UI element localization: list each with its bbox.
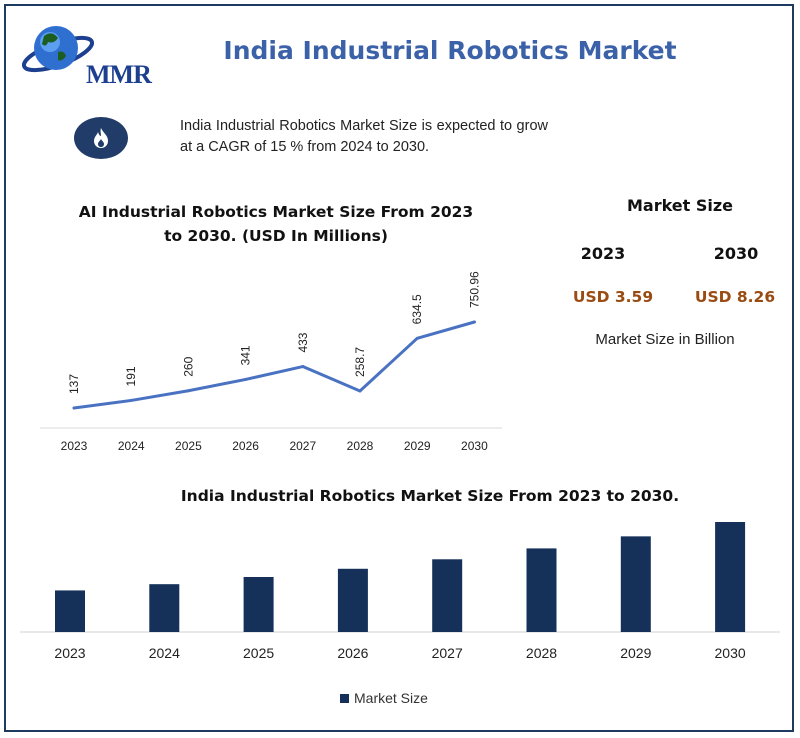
bar [149, 584, 180, 632]
line-point [301, 365, 305, 369]
mmr-logo: MMR [18, 18, 152, 89]
bar [243, 577, 274, 632]
bar-x-tick-label: 2026 [337, 645, 368, 661]
line-x-tick-label: 2024 [118, 439, 145, 453]
fire-badge [74, 117, 128, 159]
bar-x-tick-label: 2030 [715, 645, 746, 661]
bar-x-tick-label: 2028 [526, 645, 557, 661]
line-x-tick-label: 2027 [289, 439, 316, 453]
bar-x-tick-label: 2023 [54, 645, 85, 661]
line-x-tick-label: 2025 [175, 439, 202, 453]
line-data-label: 750.96 [467, 271, 481, 308]
logo-text: MMR [86, 60, 152, 89]
page-title: India Industrial Robotics Market [223, 36, 677, 65]
market-size-value-start: USD 3.59 [572, 288, 654, 306]
legend-label: Market Size [354, 690, 428, 706]
market-size-note: Market Size in Billion [595, 331, 735, 348]
bar-chart: 2023 2024 2025 2026 2027 2028 2029 2030 [20, 522, 780, 661]
market-size-title: Market Size [626, 196, 734, 215]
bar-chart-legend: Market Size [340, 690, 428, 706]
line-x-tick-label: 2026 [232, 439, 259, 453]
bar-x-tick-label: 2024 [149, 645, 180, 661]
line-x-tick-label: 2028 [347, 439, 374, 453]
line-data-label: 433 [296, 332, 310, 352]
bar [55, 590, 85, 632]
market-size-value-end: USD 8.26 [694, 288, 776, 306]
line-point [358, 389, 362, 393]
globe-icon [21, 26, 95, 73]
line-series [72, 320, 476, 410]
page-frame [4, 4, 794, 732]
line-data-label: 258.7 [353, 347, 367, 377]
market-size-year-end: 2030 [713, 244, 759, 263]
bar [337, 568, 368, 632]
line-data-label: 137 [67, 374, 81, 394]
bar [432, 559, 463, 632]
line-point [72, 406, 76, 410]
line-data-label: 260 [181, 356, 195, 376]
bar-x-tick-label: 2029 [620, 645, 651, 661]
line-data-label: 191 [124, 366, 138, 386]
line-data-label: 634.5 [410, 294, 424, 324]
line-point [415, 336, 419, 340]
bar-chart-title: India Industrial Robotics Market Size Fr… [180, 487, 680, 505]
fire-icon [94, 128, 108, 148]
bar-x-tick-label: 2027 [432, 645, 463, 661]
line-data-label: 341 [239, 345, 253, 365]
intro-text: India Industrial Robotics Market Size is… [180, 118, 548, 155]
bar [620, 536, 651, 632]
line-point [129, 398, 133, 402]
line-point [244, 377, 248, 381]
line-x-tick-label: 2029 [404, 439, 431, 453]
line-chart: 137 2023 191 2024 260 2025 341 2026 433 2027 258.7… [40, 271, 502, 453]
market-size-year-start: 2023 [580, 244, 626, 263]
bar [715, 522, 746, 632]
line-point [472, 320, 476, 324]
bar [526, 548, 557, 632]
line-chart-title: AI Industrial Robotics Market Size From … [78, 203, 474, 245]
line-point [186, 389, 190, 393]
bar-x-tick-label: 2025 [243, 645, 274, 661]
line-x-tick-label: 2030 [461, 439, 488, 453]
legend-swatch [340, 694, 349, 703]
line-x-tick-label: 2023 [61, 439, 88, 453]
